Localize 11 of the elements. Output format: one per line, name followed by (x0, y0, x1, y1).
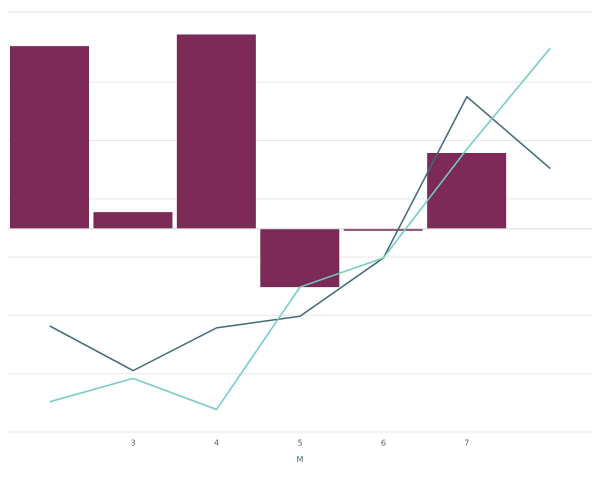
bar (10, 46, 89, 229)
x-tick-label: 6 (380, 438, 386, 448)
x-tick-label: 5 (297, 438, 303, 448)
bar (93, 212, 172, 229)
bar (260, 228, 340, 288)
bar (176, 34, 256, 229)
x-tick-label: 4 (214, 438, 220, 448)
x-axis-title: M (296, 455, 304, 464)
bar (427, 153, 506, 229)
x-tick-label: 3 (130, 438, 136, 448)
x-tick-label: 7 (464, 438, 470, 448)
